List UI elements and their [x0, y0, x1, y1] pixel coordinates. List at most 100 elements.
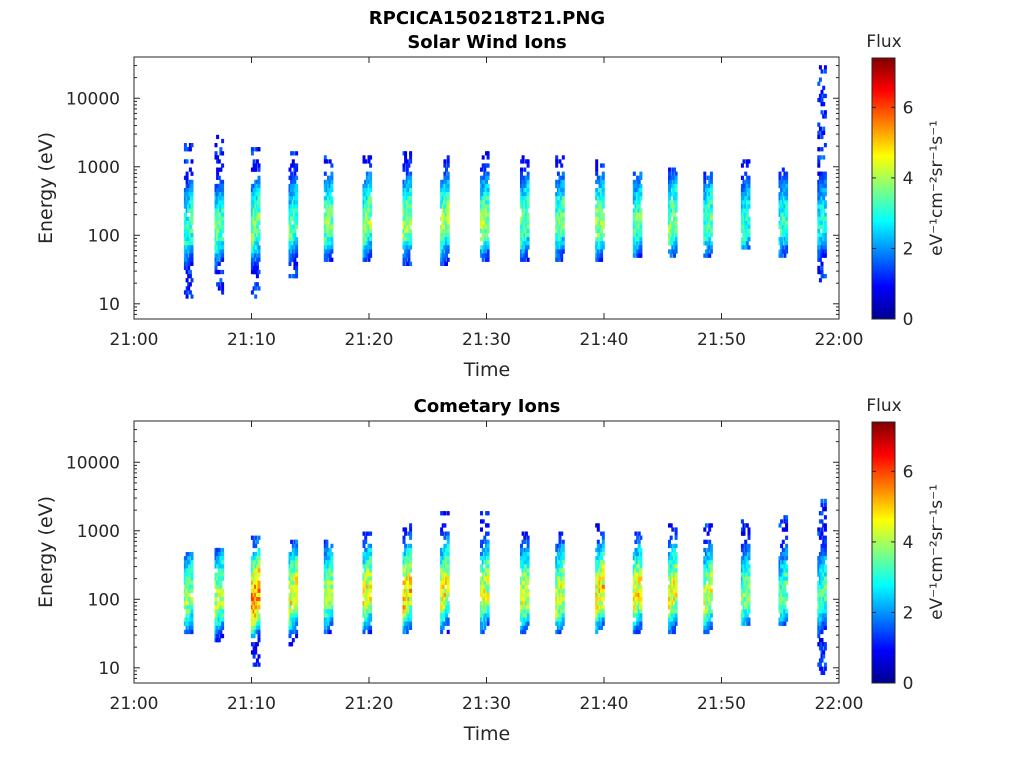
flux-cell	[250, 576, 254, 581]
flux-cell	[288, 228, 292, 234]
flux-cell	[745, 179, 749, 185]
flux-cell	[600, 224, 604, 230]
flux-cell	[820, 196, 824, 201]
flux-cell	[744, 208, 748, 213]
flux-cell	[558, 560, 562, 565]
flux-cell	[780, 208, 784, 213]
flux-cell	[404, 233, 408, 238]
flux-cell	[523, 617, 527, 622]
flux-cell	[634, 601, 638, 606]
flux-cell	[706, 572, 710, 577]
flux-cell	[636, 576, 640, 581]
flux-cell	[405, 576, 409, 581]
flux-cell	[747, 564, 751, 569]
flux-cell	[323, 204, 327, 209]
flux-cell	[407, 572, 411, 577]
flux-cell	[441, 233, 445, 238]
flux-cell	[483, 605, 487, 610]
flux-cell	[785, 556, 789, 561]
flux-cell	[520, 560, 523, 565]
flux-cell	[445, 212, 448, 217]
flux-cell	[219, 629, 223, 635]
flux-cell	[402, 613, 406, 618]
flux-cell	[365, 196, 369, 201]
flux-cell	[480, 200, 483, 205]
flux-cell	[524, 192, 528, 197]
flux-cell	[639, 208, 643, 213]
flux-cell	[221, 597, 225, 602]
flux-cell	[405, 192, 409, 197]
flux-cell	[521, 609, 525, 614]
flux-cell	[183, 605, 187, 610]
flux-cell	[404, 601, 408, 606]
flux-cell	[290, 249, 294, 254]
flux-cell	[674, 527, 678, 532]
flux-cell	[441, 556, 445, 561]
flux-cell	[669, 200, 673, 205]
flux-cell	[217, 196, 221, 201]
flux-cell	[637, 216, 641, 221]
flux-cell	[328, 601, 332, 606]
flux-cell	[330, 543, 334, 549]
flux-cell	[555, 572, 559, 577]
flux-cell	[367, 155, 371, 160]
flux-cell	[409, 560, 413, 565]
flux-cell	[561, 572, 565, 577]
flux-cell	[556, 621, 560, 626]
flux-cell	[634, 228, 638, 234]
flux-cell	[742, 613, 746, 618]
flux-cell	[781, 605, 785, 610]
flux-cell	[560, 237, 564, 242]
flux-cell	[706, 584, 710, 590]
flux-cell	[636, 597, 640, 602]
flux-cell	[556, 588, 560, 594]
flux-cell	[483, 576, 487, 581]
flux-cell	[288, 592, 292, 598]
flux-cell	[783, 552, 787, 557]
flux-cell	[778, 556, 782, 561]
flux-cell	[446, 609, 450, 614]
flux-cell	[407, 592, 411, 598]
flux-cell	[740, 588, 744, 594]
flux-cell	[785, 249, 789, 254]
flux-cell	[217, 245, 221, 250]
flux-cell	[520, 188, 523, 193]
flux-cell	[288, 556, 292, 561]
flux-cell	[295, 580, 299, 585]
flux-cell	[250, 560, 254, 565]
flux-cell	[781, 200, 785, 205]
flux-cell	[708, 212, 712, 217]
flux-cell	[481, 233, 485, 238]
flux-cell	[288, 188, 292, 193]
flux-cell	[481, 228, 485, 234]
flux-cell	[330, 257, 334, 262]
flux-cell	[216, 216, 220, 221]
flux-cell	[367, 592, 371, 598]
flux-cell	[221, 163, 225, 168]
flux-cell	[183, 257, 187, 262]
solar-wind-panel-title: Solar Wind Ions	[407, 32, 566, 53]
flux-cell	[216, 208, 220, 213]
flux-cell	[596, 588, 600, 594]
flux-cell	[636, 535, 640, 540]
flux-cell	[595, 568, 599, 573]
flux-cell	[325, 588, 329, 594]
flux-cell	[822, 204, 826, 209]
flux-cell	[190, 159, 194, 164]
flux-cell	[367, 245, 371, 250]
flux-cell	[328, 572, 332, 577]
flux-cell	[190, 617, 194, 622]
flux-cell	[822, 601, 826, 606]
flux-cell	[254, 179, 258, 185]
flux-cell	[293, 617, 297, 622]
flux-cell	[595, 576, 599, 581]
flux-cell	[327, 208, 331, 213]
flux-cell	[188, 564, 192, 569]
flux-cell	[216, 547, 220, 553]
flux-cell	[823, 228, 827, 234]
flux-cell	[780, 609, 784, 614]
flux-cell	[369, 241, 373, 246]
flux-cell	[820, 233, 824, 238]
flux-cell	[327, 233, 331, 238]
flux-cell	[295, 175, 299, 180]
